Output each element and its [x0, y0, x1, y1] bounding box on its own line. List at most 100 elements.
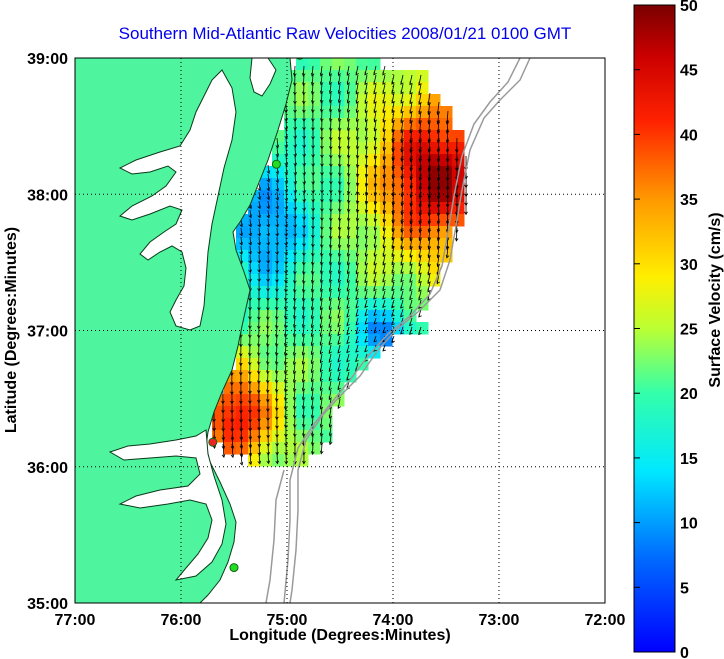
velocity-cell	[284, 454, 297, 467]
velocity-arrow	[437, 128, 440, 143]
velocity-cell	[212, 418, 225, 431]
velocity-arrow	[293, 326, 296, 337]
velocity-cell	[320, 238, 333, 251]
velocity-cell	[260, 334, 273, 347]
velocity-cell	[236, 226, 249, 239]
velocity-arrowhead	[284, 460, 288, 465]
velocity-arrowhead	[320, 99, 324, 104]
velocity-arrow	[231, 443, 234, 458]
velocity-arrowhead	[337, 367, 341, 372]
velocity-arrowhead	[329, 244, 333, 249]
velocity-arrowhead	[311, 279, 315, 284]
velocity-arrow	[365, 128, 368, 140]
velocity-arrowhead	[320, 450, 324, 455]
velocity-arrow	[401, 209, 404, 224]
velocity-cell	[344, 262, 357, 275]
velocity-arrowhead	[355, 182, 360, 187]
velocity-arrowhead	[364, 287, 368, 292]
velocity-arrowhead	[427, 168, 432, 173]
velocity-arrowhead	[355, 145, 360, 150]
velocity-arrowhead	[373, 261, 377, 266]
velocity-arrow	[267, 443, 269, 455]
velocity-arrow	[311, 416, 314, 427]
velocity-cell	[272, 214, 285, 227]
velocity-cell	[344, 214, 357, 227]
velocity-arrow	[392, 137, 395, 152]
velocity-arrowhead	[275, 260, 279, 265]
velocity-arrow	[347, 137, 350, 149]
velocity-arrowhead	[427, 220, 432, 225]
velocity-cell	[332, 130, 345, 143]
velocity-arrow	[338, 263, 341, 274]
velocity-arrowhead	[355, 173, 360, 178]
velocity-arrowhead	[293, 215, 297, 220]
velocity-arrowhead	[293, 189, 297, 194]
velocity-arrow	[374, 209, 377, 222]
velocity-cell	[416, 94, 429, 107]
velocity-arrow	[276, 137, 279, 148]
velocity-arrow	[284, 380, 287, 392]
velocity-arrow	[365, 218, 368, 230]
velocity-arrowhead	[427, 195, 432, 200]
velocity-arrow	[320, 272, 323, 283]
velocity-arrow	[391, 128, 395, 142]
velocity-arrow	[348, 173, 350, 185]
velocity-arrow	[365, 236, 368, 248]
velocity-cell	[296, 166, 309, 179]
velocity-arrowhead	[266, 361, 270, 365]
velocity-cell	[296, 238, 309, 251]
velocity-arrowhead	[293, 324, 297, 329]
velocity-arrowhead	[373, 338, 378, 343]
velocity-arrow	[382, 110, 386, 123]
velocity-arrow	[365, 191, 368, 204]
velocity-arrowhead	[355, 358, 359, 363]
velocity-arrow	[267, 218, 270, 228]
velocity-arrowhead	[275, 361, 279, 366]
velocity-arrowhead	[436, 168, 441, 173]
velocity-arrowhead	[355, 90, 359, 95]
velocity-cell	[404, 298, 417, 311]
velocity-arrowhead	[292, 352, 297, 356]
velocity-arrowhead	[283, 352, 288, 356]
velocity-arrowhead	[266, 187, 270, 192]
velocity-arrowhead	[391, 313, 395, 317]
velocity-arrowhead	[355, 191, 360, 196]
velocity-arrow	[338, 83, 341, 94]
velocity-arrow	[267, 344, 269, 356]
velocity-cell	[404, 70, 417, 83]
velocity-arrow	[365, 146, 368, 159]
velocity-cell	[440, 166, 453, 179]
velocity-arrowhead	[418, 331, 422, 336]
velocity-cell	[284, 418, 297, 431]
velocity-cell	[260, 250, 273, 263]
velocity-arrowhead	[302, 460, 306, 465]
velocity-arrow	[312, 92, 314, 104]
velocity-arrow	[427, 263, 431, 275]
velocity-arrowhead	[418, 220, 423, 225]
velocity-arrowhead	[319, 350, 324, 355]
velocity-arrowhead	[275, 153, 279, 158]
velocity-arrow	[329, 263, 332, 274]
velocity-arrowhead	[257, 452, 262, 456]
velocity-arrow	[437, 155, 440, 172]
velocity-cell	[272, 334, 285, 347]
velocity-arrowhead	[400, 261, 404, 266]
velocity-arrowhead	[320, 441, 324, 446]
velocity-arrow	[392, 200, 395, 214]
velocity-cell	[380, 286, 393, 299]
velocity-arrowhead	[319, 368, 324, 373]
velocity-arrowhead	[302, 306, 306, 311]
velocity-arrowhead	[293, 333, 297, 338]
velocity-arrowhead	[418, 212, 423, 217]
velocity-cell	[296, 202, 309, 215]
velocity-arrowhead	[275, 170, 279, 175]
velocity-arrowhead	[275, 179, 279, 184]
velocity-arrowhead	[311, 100, 315, 105]
velocity-arrowhead	[337, 297, 342, 301]
velocity-arrowhead	[373, 71, 377, 76]
velocity-cell	[260, 298, 273, 311]
velocity-arrowhead	[346, 331, 350, 336]
velocity-arrow	[294, 407, 296, 418]
velocity-cell	[380, 82, 393, 95]
velocity-arrowhead	[400, 278, 404, 283]
